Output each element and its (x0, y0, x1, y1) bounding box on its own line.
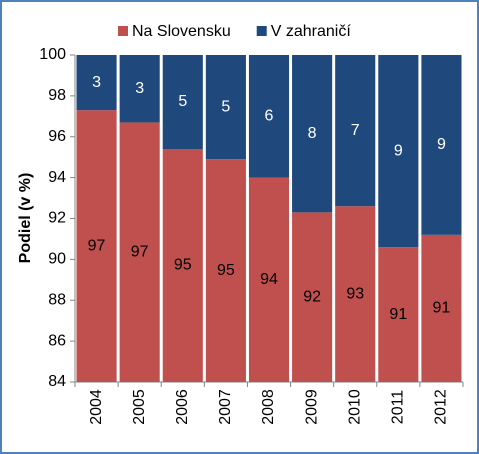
bar-segment (378, 247, 419, 382)
bar-segment (335, 55, 376, 207)
x-tick-label: 2012 (433, 389, 450, 425)
y-tick-label: 90 (48, 251, 66, 268)
x-tick-label: 2011 (390, 390, 407, 425)
bar-segment (248, 55, 290, 178)
y-tick-label: 100 (39, 46, 66, 63)
data-label: 7 (351, 122, 360, 139)
y-axis-label: Podiel (v %) (17, 173, 34, 264)
bar-segment (119, 122, 160, 382)
data-label: 9 (394, 142, 403, 159)
data-label: 3 (135, 80, 144, 97)
data-label: 5 (221, 98, 230, 115)
bar-segment (76, 55, 117, 111)
data-label: 93 (346, 285, 364, 302)
bar-segment (162, 149, 203, 382)
bar-segment (162, 55, 203, 150)
bar-segment (421, 55, 462, 235)
bar-segment (76, 110, 117, 383)
bar-segment (292, 55, 333, 213)
data-label: 91 (389, 306, 407, 323)
data-label: 92 (303, 288, 321, 305)
bar-segment (292, 212, 333, 382)
x-tick-label: 2010 (346, 389, 363, 425)
y-tick-label: 84 (48, 373, 66, 390)
y-tick-label: 94 (48, 169, 66, 186)
legend-label: Na Slovensku (132, 23, 231, 40)
data-label: 95 (174, 257, 192, 274)
bar-segment (378, 55, 419, 248)
bar-segment (205, 159, 246, 382)
x-tick-label: 2004 (88, 389, 105, 425)
data-label: 97 (88, 237, 106, 254)
bar-segment (248, 177, 290, 382)
data-label: 5 (178, 93, 187, 110)
data-label: 94 (260, 271, 278, 288)
legend-swatch (118, 26, 128, 36)
bar-segment (119, 55, 160, 123)
data-label: 97 (131, 243, 149, 260)
y-tick-label: 98 (48, 87, 66, 104)
data-label: 95 (217, 262, 235, 279)
data-label: 9 (437, 136, 446, 153)
data-label: 3 (92, 74, 101, 91)
x-tick-label: 2008 (260, 389, 277, 425)
x-tick-label: 2006 (174, 389, 191, 425)
y-tick-label: 86 (48, 332, 66, 349)
data-label: 91 (433, 300, 451, 317)
legend-swatch (256, 26, 267, 36)
bar-segment (421, 234, 462, 382)
bar-segment (335, 206, 376, 382)
legend-label: V zahraničí (271, 23, 352, 40)
y-tick-label: 92 (48, 210, 66, 227)
x-tick-label: 2005 (131, 389, 148, 425)
bar-segment (205, 55, 246, 160)
y-tick-label: 96 (48, 128, 66, 145)
y-tick-label: 88 (48, 291, 66, 308)
data-label: 6 (265, 108, 274, 125)
x-tick-label: 2009 (303, 389, 320, 425)
data-label: 8 (308, 125, 317, 142)
x-tick-label: 2007 (217, 389, 234, 425)
